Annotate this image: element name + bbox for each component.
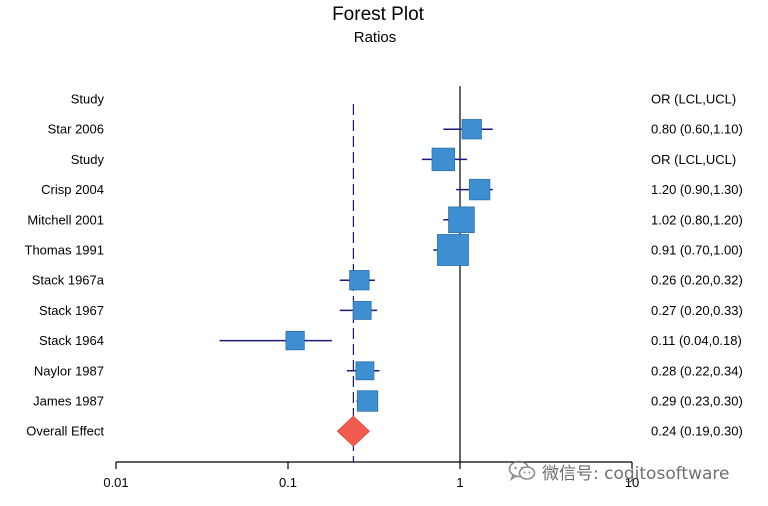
estimate-box <box>352 301 372 320</box>
x-tick-label: 10 <box>625 475 639 490</box>
x-tick-label: 0.01 <box>103 475 128 490</box>
ci-label: 0.11 (0.04,0.18) <box>651 333 742 348</box>
ci-label: 0.27 (0.20,0.33) <box>651 303 743 318</box>
study-label: Stack 1964 <box>39 333 104 348</box>
x-tick-label: 0.1 <box>279 475 297 490</box>
ci-label: 0.29 (0.23,0.30) <box>651 394 743 409</box>
estimate-box <box>285 330 305 351</box>
estimate-box <box>355 361 375 381</box>
plot-area: Study OR (LCL,UCL) Star 2006 0.80 (0.60,1.1… <box>25 86 743 490</box>
ci-label: 1.02 (0.80,1.20) <box>651 212 743 227</box>
ci-label: 0.91 (0.70,1.00) <box>651 243 743 258</box>
chart-subtitle: Ratios <box>354 29 397 46</box>
ci-label: OR (LCL,UCL) <box>651 92 736 107</box>
x-tick-label: 1 <box>456 475 463 490</box>
estimate-box <box>468 178 491 201</box>
study-label: Crisp 2004 <box>41 182 104 197</box>
overall-ci-label: 0.24 (0.19,0.30) <box>651 424 743 439</box>
estimate-box <box>349 270 370 291</box>
study-label: Thomas 1991 <box>25 243 105 258</box>
study-label: Study <box>71 152 105 167</box>
estimate-box <box>448 206 475 234</box>
ci-label: 0.26 (0.20,0.32) <box>651 273 743 288</box>
watermark-text: 微信号: cogitosoftware <box>542 463 730 484</box>
study-label: Stack 1967 <box>39 303 104 318</box>
study-label: Study <box>71 92 105 107</box>
ci-label: 0.28 (0.22,0.34) <box>651 363 743 378</box>
overall-label: Overall Effect <box>26 424 104 439</box>
study-label: Mitchell 2001 <box>27 212 104 227</box>
study-label: Naylor 1987 <box>34 363 104 378</box>
watermark: 微信号: cogitosoftware <box>508 458 729 484</box>
estimate-box <box>431 147 456 172</box>
estimate-box <box>437 234 469 266</box>
ci-label: 1.20 (0.90,1.30) <box>651 182 743 197</box>
ci-label: 0.80 (0.60,1.10) <box>651 122 743 137</box>
study-label: Star 2006 <box>48 122 104 137</box>
estimate-box <box>356 390 379 412</box>
overall-diamond <box>336 415 370 447</box>
estimate-box <box>461 119 482 140</box>
wechat-icon <box>508 460 536 482</box>
study-label: Stack 1967a <box>32 273 105 288</box>
ci-label: OR (LCL,UCL) <box>651 152 736 167</box>
chart-title: Forest Plot <box>332 4 425 25</box>
study-label: James 1987 <box>33 394 104 409</box>
